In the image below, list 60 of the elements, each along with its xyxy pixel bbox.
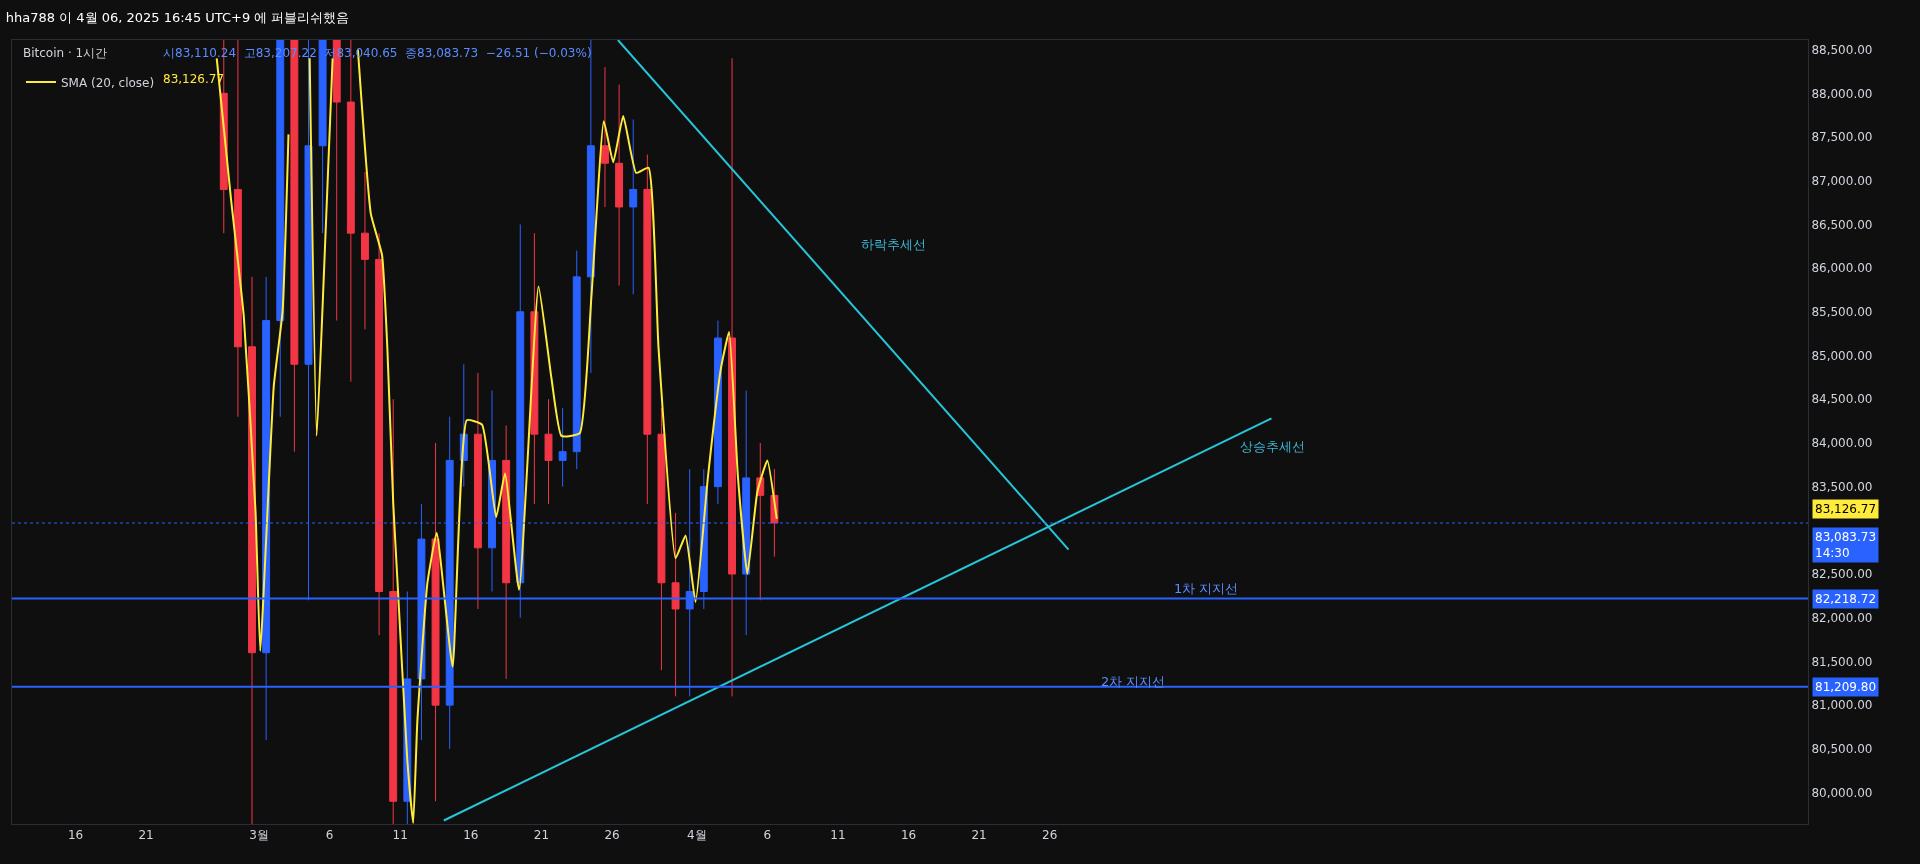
y-tick-label: 85,000.00: [1811, 348, 1873, 363]
x-tick-label: 26: [1042, 828, 1058, 843]
x-tick-label: 26: [604, 828, 620, 843]
candlestick: [629, 119, 638, 295]
candlestick: [473, 372, 482, 610]
x-tick-label: 6: [763, 828, 772, 843]
x-tick-label: 11: [392, 828, 408, 843]
chart-title: hha788 이 4월 06, 2025 16:45 UTC+9 에 퍼블리쉬했음: [5, 10, 350, 26]
y-tick-label: 80,500.00: [1811, 742, 1873, 757]
x-tick-label: 11: [830, 828, 846, 843]
candlestick: [643, 154, 652, 505]
x-tick-label: 4월: [686, 828, 707, 843]
legend-label: SMA (20, close): [60, 75, 155, 90]
y-tick-label: 85,500.00: [1811, 305, 1873, 320]
x-tick-label: 3월: [249, 828, 269, 843]
y-tick-label: 84,500.00: [1811, 392, 1873, 407]
y-tick-label: 82,000.00: [1811, 610, 1873, 625]
y-tick-label: 86,500.00: [1811, 217, 1873, 232]
candlestick: [657, 407, 666, 671]
x-tick-label: 21: [533, 828, 550, 843]
candlestick: [572, 250, 581, 470]
candlestick: [375, 232, 384, 636]
ref-line-label: 83,083.73 14:30: [1815, 530, 1877, 560]
x-tick-label: 21: [971, 828, 987, 843]
candlestick: [248, 276, 256, 824]
ref-line-label: 81,209.80: [1815, 680, 1877, 694]
candlestick: [601, 66, 609, 208]
text: 83,126.77: [1815, 502, 1877, 516]
candlestick: [431, 442, 440, 802]
y-tick-label: 84,000.00: [1811, 436, 1873, 451]
candlestick: [671, 512, 680, 697]
x-tick-label: 16: [67, 828, 84, 843]
annotation: 상승추세선: [1240, 439, 1305, 454]
x-tick-label: 6: [325, 828, 334, 843]
y-tick-label: 88,500.00: [1811, 42, 1873, 57]
candlestick: [544, 398, 553, 505]
annotation: 1차 지지선: [1174, 581, 1239, 596]
y-tick-label: 87,500.00: [1811, 130, 1873, 145]
x-tick-label: 16: [463, 828, 479, 843]
y-tick-label: 80,000.00: [1811, 785, 1873, 800]
candlestick: [502, 424, 511, 680]
candlestick: [615, 84, 624, 287]
annotation: 하락추세선: [861, 237, 926, 252]
y-tick-label: 82,500.00: [1811, 567, 1873, 582]
x-tick-label: 16: [900, 828, 917, 843]
text: Bitcoin · 1시간: [23, 46, 108, 60]
y-tick-label: 81,500.00: [1811, 654, 1873, 669]
y-tick-label: 87,000.00: [1811, 173, 1873, 188]
candlestick: [389, 398, 398, 824]
x-tick-label: 21: [138, 828, 154, 843]
candlestick: [318, 40, 327, 234]
candlestick: [728, 57, 737, 697]
candlestick: [558, 407, 567, 488]
y-tick-label: 81,000.00: [1811, 698, 1873, 713]
annotation: 2차 지지선: [1101, 674, 1166, 689]
candlestick: [361, 171, 369, 330]
y-tick-label: 83,500.00: [1811, 479, 1873, 494]
y-tick-label: 86,000.00: [1811, 261, 1873, 276]
ref-line-label: 82,218.72: [1815, 592, 1877, 606]
y-tick-label: 88,000.00: [1811, 86, 1873, 101]
